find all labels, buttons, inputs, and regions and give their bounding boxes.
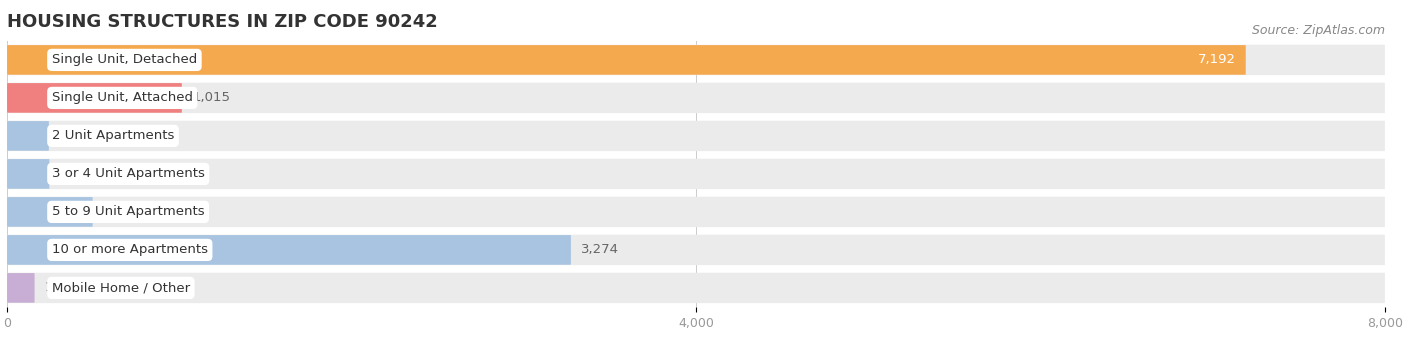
Text: Single Unit, Detached: Single Unit, Detached <box>52 54 197 66</box>
FancyBboxPatch shape <box>7 83 181 113</box>
FancyBboxPatch shape <box>7 83 1385 113</box>
Text: 497: 497 <box>103 205 128 218</box>
Text: Single Unit, Attached: Single Unit, Attached <box>52 91 193 104</box>
FancyBboxPatch shape <box>7 197 93 227</box>
FancyBboxPatch shape <box>7 45 1385 75</box>
Text: Source: ZipAtlas.com: Source: ZipAtlas.com <box>1251 24 1385 37</box>
FancyBboxPatch shape <box>7 197 1385 227</box>
FancyBboxPatch shape <box>7 273 1385 303</box>
FancyBboxPatch shape <box>7 273 35 303</box>
Text: 7,192: 7,192 <box>1198 54 1236 66</box>
FancyBboxPatch shape <box>7 45 1246 75</box>
FancyBboxPatch shape <box>7 121 49 151</box>
FancyBboxPatch shape <box>7 235 571 265</box>
Text: 246: 246 <box>59 167 84 180</box>
Text: 3 or 4 Unit Apartments: 3 or 4 Unit Apartments <box>52 167 205 180</box>
Text: 160: 160 <box>45 281 70 294</box>
Text: 10 or more Apartments: 10 or more Apartments <box>52 243 208 256</box>
FancyBboxPatch shape <box>7 235 1385 265</box>
FancyBboxPatch shape <box>7 159 49 189</box>
FancyBboxPatch shape <box>7 121 1385 151</box>
FancyBboxPatch shape <box>7 159 1385 189</box>
Text: Mobile Home / Other: Mobile Home / Other <box>52 281 190 294</box>
Text: 1,015: 1,015 <box>193 91 231 104</box>
Text: 243: 243 <box>59 130 84 143</box>
Text: 5 to 9 Unit Apartments: 5 to 9 Unit Apartments <box>52 205 204 218</box>
Text: 3,274: 3,274 <box>581 243 619 256</box>
Text: 2 Unit Apartments: 2 Unit Apartments <box>52 130 174 143</box>
Text: HOUSING STRUCTURES IN ZIP CODE 90242: HOUSING STRUCTURES IN ZIP CODE 90242 <box>7 13 437 31</box>
